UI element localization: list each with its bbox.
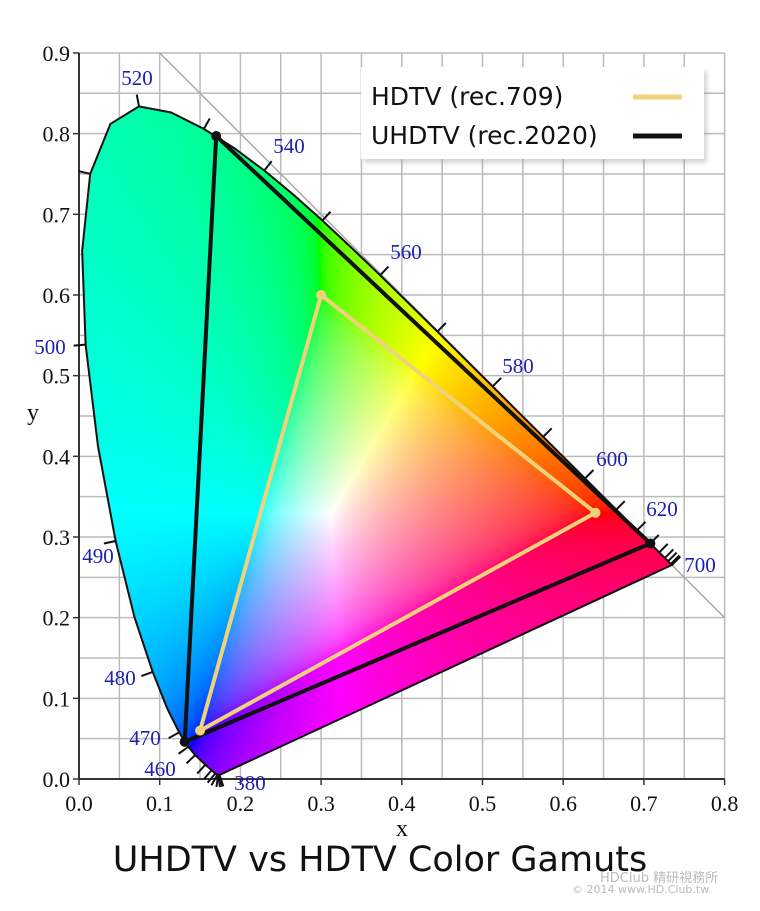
wavelength-tick-480 (141, 671, 154, 677)
gamut-triangle-rec709 (198, 292, 598, 733)
wavelength-label-490: 490 (82, 544, 114, 568)
wavelength-label-460: 460 (144, 757, 176, 781)
wavelength-label-600: 600 (596, 447, 628, 471)
wavelength-label-480: 480 (104, 666, 136, 690)
wavelength-tick-650 (664, 548, 675, 559)
wavelength-tick-610 (615, 500, 626, 511)
chart-title: UHDTV vs HDTV Color Gamuts (112, 840, 648, 880)
wavelength-tick-560 (379, 265, 390, 276)
gamut-primary-point (590, 507, 601, 518)
wavelength-tick-450 (196, 764, 207, 775)
wavelength-tick-660 (667, 551, 678, 562)
wavelength-label-580: 580 (502, 354, 534, 378)
wavelength-tick-680 (670, 554, 681, 565)
wavelength-label-470: 470 (129, 726, 161, 750)
wavelength-tick-640 (658, 543, 669, 554)
wavelength-tick-465 (177, 745, 189, 755)
wavelength-tick-490 (103, 540, 116, 545)
gamut-primary-point (316, 289, 327, 300)
wavelength-tick-410 (215, 774, 220, 788)
legend-label-0: HDTV (rec.709) (371, 82, 563, 111)
wavelength-label-520: 520 (121, 66, 153, 90)
wavelength-tick-500 (73, 343, 86, 347)
wavelength-tick-570 (436, 322, 447, 333)
wavelength-tick-580 (491, 377, 502, 388)
gamut-primary-point (195, 725, 206, 736)
spectral-locus-outline (81, 105, 674, 777)
wavelength-label-560: 560 (390, 240, 422, 264)
wavelength-tick-700 (671, 555, 682, 566)
wavelength-label-620: 620 (646, 497, 678, 521)
wavelength-tick-540 (263, 160, 273, 172)
wavelength-label-500: 500 (34, 335, 66, 359)
wavelength-label-700: 700 (684, 553, 716, 577)
wavelength-tick-510 (78, 170, 91, 175)
gamut-primary-point (645, 538, 656, 549)
wavelength-tick-430 (206, 772, 217, 784)
wavelength-label-540: 540 (273, 134, 305, 158)
watermark-line1: HDClub 精研視務所 (600, 871, 719, 886)
wavelength-tick-520 (135, 94, 140, 107)
gamut-primary-point (211, 131, 222, 142)
wavelength-tick-470 (168, 731, 180, 740)
gamut-triangle-rec2020 (182, 134, 653, 744)
wavelength-tick-590 (542, 427, 553, 438)
wavelength-tick-530 (202, 117, 211, 130)
watermark-line2: © 2014 www.HD.Club.tw (572, 883, 710, 896)
wavelength-tick-550 (321, 210, 332, 222)
gamut-primary-point (179, 736, 190, 747)
legend-label-1: UHDTV (rec.2020) (371, 121, 598, 150)
wavelength-tick-600 (584, 469, 595, 480)
wavelength-tick-440 (203, 769, 213, 780)
wavelength-tick-620 (636, 521, 647, 532)
wavelength-tick-400 (217, 775, 221, 788)
wavelength-tick-460 (185, 754, 196, 765)
legend-box (361, 67, 704, 159)
wavelength-label-380: 380 (234, 771, 266, 795)
wavelength-tick-420 (210, 774, 219, 786)
